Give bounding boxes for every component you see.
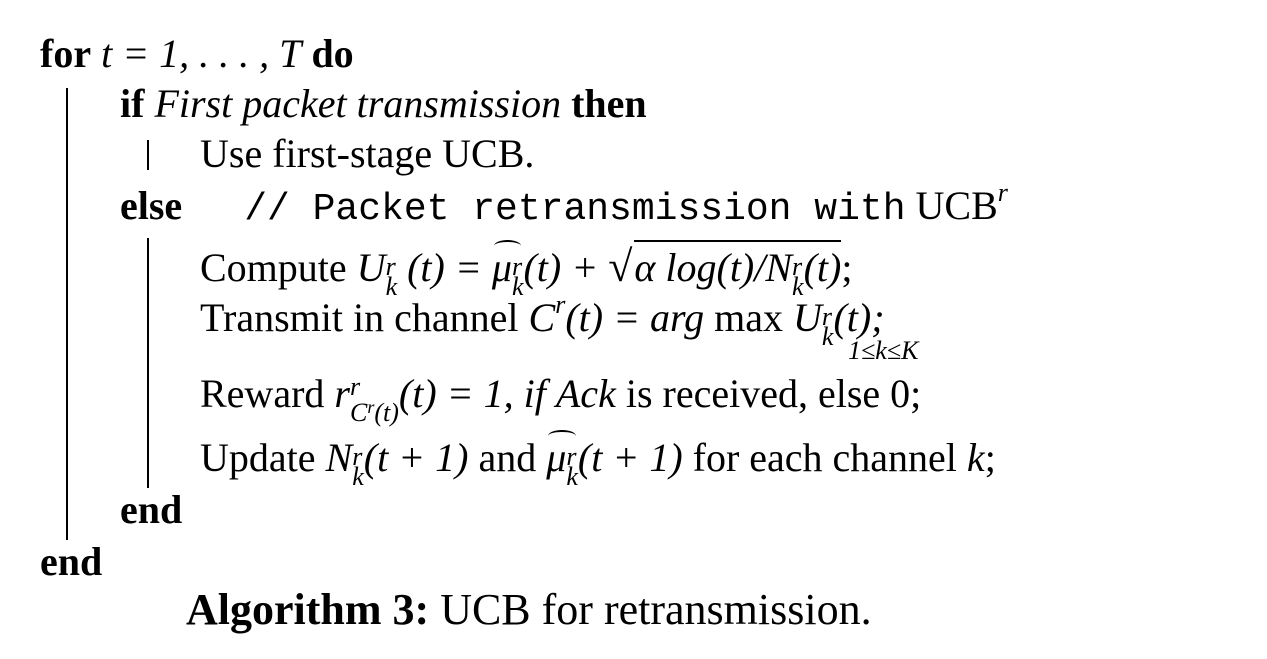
- sqrt-icon: √: [608, 242, 633, 291]
- reward-r-sup: r: [349, 372, 361, 401]
- keyword-else: else: [120, 183, 183, 228]
- update-mu: μ: [546, 435, 567, 480]
- else-line: else // Packet retransmission with UCBr: [120, 180, 1008, 234]
- compute-mid: (t) =: [407, 245, 482, 290]
- update-mu-arg: (t + 1): [577, 435, 683, 480]
- if-condition: First packet transmission: [154, 81, 562, 126]
- compute-sqrt-tail: (t): [803, 245, 842, 290]
- if-block-rule: [147, 140, 149, 170]
- compute-end: ;: [841, 245, 853, 290]
- compute-u: U: [356, 245, 386, 290]
- transmit-c-sup: r: [555, 290, 566, 319]
- for-block-rule: [66, 88, 68, 540]
- update-and: and: [478, 435, 537, 480]
- caption-label: Algorithm 3:: [186, 585, 430, 634]
- compute-u-sup: r: [385, 252, 396, 281]
- compute-label: Compute: [200, 245, 347, 290]
- compute-sqrt: α log(t)/N r k (t): [634, 240, 842, 301]
- update-n: N: [325, 435, 353, 480]
- else-comment-ucb: UCB: [915, 183, 998, 228]
- update-tail-text: for each channel: [692, 435, 957, 480]
- transmit-mid: (t) = arg: [565, 295, 705, 340]
- caption-text: UCB for retransmission.: [440, 585, 872, 634]
- reward-tail: is received, else 0;: [625, 371, 922, 416]
- for-range-math: t = 1, . . . , T: [101, 31, 302, 76]
- keyword-do: do: [311, 31, 354, 76]
- transmit-label: Transmit in channel: [200, 295, 519, 340]
- algorithm-caption: Algorithm 3: UCB for retransmission.: [186, 584, 872, 636]
- compute-mu-arg: (t) +: [523, 245, 599, 290]
- first-stage-line: Use first-stage UCB.: [200, 131, 535, 176]
- compute-sqrt-sub: k: [792, 272, 804, 301]
- update-mu-sup: r: [566, 442, 577, 471]
- else-comment: // Packet retransmission with: [244, 188, 906, 231]
- transmit-max-op: max: [714, 295, 784, 340]
- update-mu-sub: k: [566, 462, 578, 491]
- reward-ack: Ack: [555, 371, 616, 416]
- end-outer: end: [40, 539, 103, 584]
- reward-line: Reward r r Cr(t) (t) = 1, if Ack is receive…: [200, 370, 922, 426]
- end-inner: end: [120, 487, 183, 532]
- compute-mu-sub: k: [511, 272, 524, 301]
- reward-r-sub-sup: r: [367, 397, 375, 417]
- update-tail-k: k: [966, 435, 985, 480]
- reward-r-sub: Cr(t): [350, 397, 399, 426]
- update-label: Update: [200, 435, 316, 480]
- keyword-if: if: [120, 81, 145, 126]
- compute-mu-sup: r: [511, 252, 523, 281]
- compute-sqrt-sup: r: [792, 252, 803, 281]
- transmit-tail: (t);: [833, 295, 885, 340]
- transmit-u-sup: r: [821, 302, 833, 331]
- reward-r: r: [334, 371, 350, 416]
- reward-r-scripts: r Cr(t): [349, 372, 399, 426]
- reward-mid: (t) = 1, if: [398, 371, 546, 416]
- transmit-c: C: [528, 295, 556, 340]
- keyword-then: then: [571, 81, 647, 126]
- reward-r-sub-tail: (t): [374, 398, 399, 427]
- reward-r-sub-c: C: [349, 398, 368, 427]
- update-n-sub: k: [352, 462, 364, 491]
- for-line: for t = 1, . . . , T do: [40, 30, 354, 78]
- update-n-arg: (t + 1): [363, 435, 469, 480]
- transmit-u-sub: k: [821, 322, 834, 351]
- compute-mu: μ: [491, 245, 512, 290]
- compute-u-sub: k: [385, 272, 398, 301]
- transmit-u: U: [793, 295, 822, 340]
- if-line: if First packet transmission then: [120, 80, 647, 128]
- else-block-rule: [147, 238, 149, 488]
- else-comment-sup: r: [997, 178, 1008, 207]
- compute-sqrt-body: α log(t)/N: [634, 245, 793, 290]
- update-tail-end: ;: [984, 435, 996, 480]
- transmit-max-limits: 1≤k≤K: [848, 336, 919, 365]
- keyword-for: for: [40, 31, 92, 76]
- reward-label: Reward: [200, 371, 325, 416]
- update-n-sup: r: [352, 442, 363, 471]
